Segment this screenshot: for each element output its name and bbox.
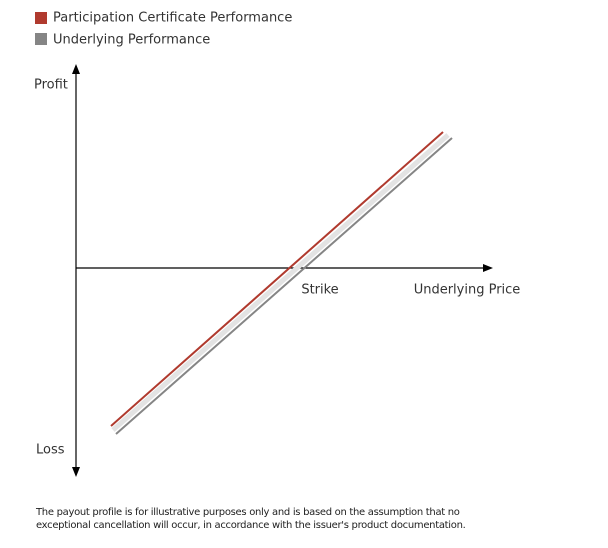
legend-swatch (35, 33, 47, 45)
axis-label: Loss (36, 443, 65, 458)
legend-swatch (35, 12, 47, 24)
underlying-line (115, 137, 453, 435)
legend-label: Participation Certificate Performance (53, 11, 292, 26)
arrow (72, 64, 80, 74)
arrow (72, 467, 80, 477)
axis-label: Underlying Price (414, 283, 521, 298)
certificate-line (110, 131, 444, 427)
arrow (483, 264, 493, 272)
footnote: exceptional cancellation will occur, in … (36, 520, 466, 531)
axis-label: Strike (301, 283, 338, 298)
shadow (111, 133, 450, 432)
legend-label: Underlying Performance (53, 33, 210, 48)
footnote: The payout profile is for illustrative p… (35, 507, 460, 518)
axis-label: Profit (34, 78, 68, 93)
